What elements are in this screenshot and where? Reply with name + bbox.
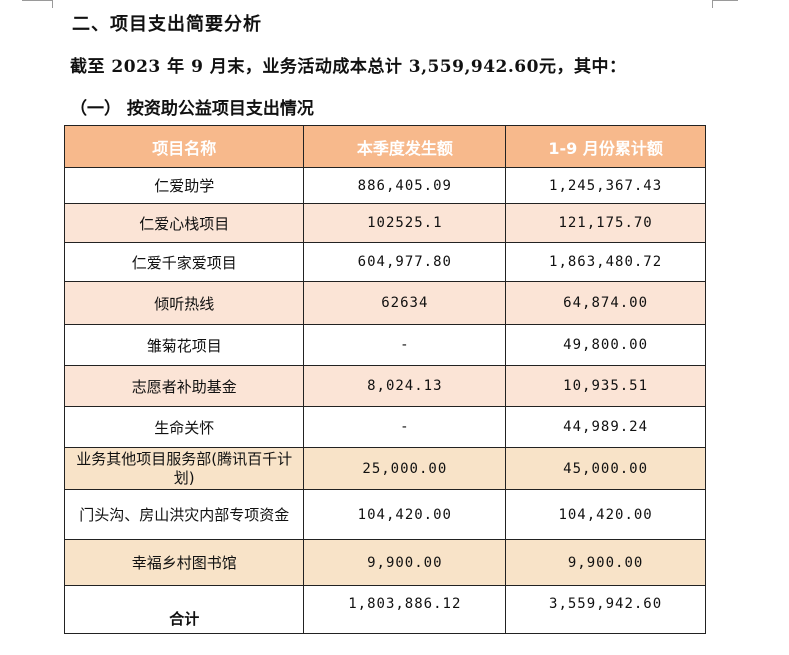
table-row: 雏菊花项目 - 49,800.00 [63,324,706,366]
quarter-amount-cell: 62634 [303,281,507,325]
ytd-amount-cell: 45,000.00 [505,447,706,490]
total-label-cell: 合计 [63,585,305,634]
ytd-amount-cell: 64,874.00 [505,281,706,325]
table-row: 业务其他项目服务部(腾讯百千计划) 25,000.00 45,000.00 [63,447,706,490]
project-name-cell: 业务其他项目服务部(腾讯百千计划) [63,447,305,490]
ytd-amount-cell: 121,175.70 [505,203,706,243]
project-name-cell: 幸福乡村图书馆 [63,539,305,586]
project-name-cell: 雏菊花项目 [63,324,305,366]
column-header-quarter-amount: 本季度发生额 [303,125,507,168]
total-ytd-amount-cell: 3,559,942.60 [505,585,706,634]
crop-mark-right-vertical [712,0,713,8]
expenditure-table: 项目名称 本季度发生额 1-9 月份累计额 仁爱助学 886,405.09 1,… [63,125,706,634]
project-name-cell: 志愿者补助基金 [63,365,305,407]
table-row: 门头沟、房山洪灾内部专项资金 104,420.00 104,420.00 [63,489,706,540]
section-heading: 二、项目支出简要分析 [72,14,262,35]
project-name-cell: 仁爱心栈项目 [63,203,305,243]
table-row: 志愿者补助基金 8,024.13 10,935.51 [63,365,706,407]
quarter-amount-cell: - [303,324,507,366]
table-total-row: 合计 1,803,886.12 3,559,942.60 [63,585,706,634]
ytd-amount-cell: 10,935.51 [505,365,706,407]
crop-mark-right [712,0,738,1]
column-header-ytd-amount: 1-9 月份累计额 [505,125,706,168]
summary-paragraph: 截至 2023 年 9 月末，业务活动成本总计 3,559,942.60元，其中… [70,57,627,77]
table-row: 仁爱助学 886,405.09 1,245,367.43 [63,167,706,204]
project-name-cell: 倾听热线 [63,281,305,325]
table-row: 幸福乡村图书馆 9,900.00 9,900.00 [63,539,706,586]
quarter-amount-cell: 8,024.13 [303,365,507,407]
column-header-project-name: 项目名称 [63,125,305,168]
subsection-heading: （一） 按资助公益项目支出情况 [70,99,314,119]
ytd-amount-cell: 44,989.24 [505,406,706,448]
table-row: 仁爱心栈项目 102525.1 121,175.70 [63,203,706,243]
table-header-row: 项目名称 本季度发生额 1-9 月份累计额 [63,125,706,168]
project-name-cell: 仁爱助学 [63,167,305,204]
table-row: 仁爱千家爱项目 604,977.80 1,863,480.72 [63,242,706,282]
project-name-cell: 门头沟、房山洪灾内部专项资金 [63,489,305,540]
quarter-amount-cell: 604,977.80 [303,242,507,282]
quarter-amount-cell: 25,000.00 [303,447,507,490]
quarter-amount-cell: 104,420.00 [303,489,507,540]
total-quarter-amount-cell: 1,803,886.12 [303,585,507,634]
project-name-cell: 仁爱千家爱项目 [63,242,305,282]
quarter-amount-cell: - [303,406,507,448]
quarter-amount-cell: 102525.1 [303,203,507,243]
ytd-amount-cell: 9,900.00 [505,539,706,586]
ytd-amount-cell: 104,420.00 [505,489,706,540]
ytd-amount-cell: 1,863,480.72 [505,242,706,282]
quarter-amount-cell: 886,405.09 [303,167,507,204]
crop-mark-left [22,0,52,1]
crop-mark-left-vertical [52,0,53,8]
quarter-amount-cell: 9,900.00 [303,539,507,586]
ytd-amount-cell: 49,800.00 [505,324,706,366]
table-row: 倾听热线 62634 64,874.00 [63,281,706,325]
ytd-amount-cell: 1,245,367.43 [505,167,706,204]
table-row: 生命关怀 - 44,989.24 [63,406,706,448]
project-name-cell: 生命关怀 [63,406,305,448]
